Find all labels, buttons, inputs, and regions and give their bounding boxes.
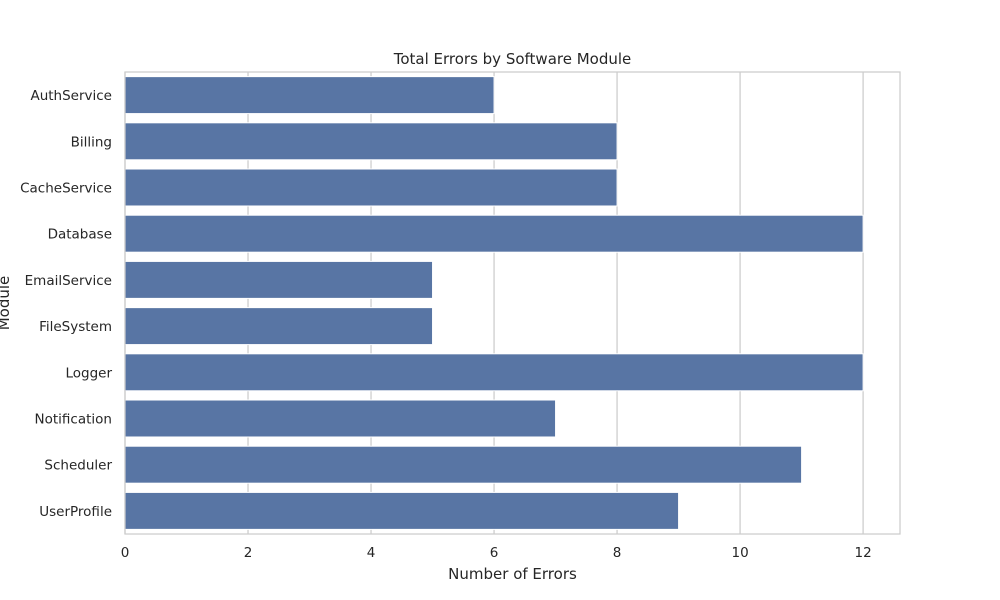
y-tick-label: Notification bbox=[35, 412, 112, 428]
x-tick-label: 6 bbox=[490, 545, 499, 561]
bar-billing bbox=[124, 122, 618, 161]
x-tick-label: 10 bbox=[731, 545, 748, 561]
bar-authservice bbox=[124, 76, 495, 115]
y-tick-label: Database bbox=[48, 227, 112, 243]
x-tick-label: 2 bbox=[244, 545, 253, 561]
y-tick-labels: AuthService Billing CacheService Database Em… bbox=[20, 88, 112, 520]
bar-logger bbox=[124, 353, 864, 392]
bar-userprofile bbox=[124, 491, 680, 530]
bar-emailservice bbox=[124, 260, 434, 299]
x-tick-label: 12 bbox=[855, 545, 872, 561]
bars bbox=[124, 76, 864, 530]
x-tick-label: 0 bbox=[121, 545, 130, 561]
bar-scheduler bbox=[124, 445, 803, 484]
y-tick-label: AuthService bbox=[30, 88, 112, 104]
y-tick-label: UserProfile bbox=[39, 504, 112, 520]
x-tick-label: 4 bbox=[367, 545, 376, 561]
y-tick-label: FileSystem bbox=[39, 319, 112, 335]
y-axis-label: Module bbox=[0, 276, 13, 331]
y-tick-label: EmailService bbox=[25, 273, 112, 289]
bar-database bbox=[124, 214, 864, 253]
y-tick-label: Scheduler bbox=[44, 458, 112, 474]
y-tick-label: Billing bbox=[71, 134, 112, 150]
bar-filesystem bbox=[124, 307, 434, 346]
x-axis-label: Number of Errors bbox=[448, 565, 577, 583]
x-tick-labels: 0 2 4 6 8 10 12 bbox=[121, 545, 872, 561]
bar-cacheservice bbox=[124, 168, 618, 207]
x-tick-label: 8 bbox=[613, 545, 622, 561]
plot-frame bbox=[124, 71, 901, 535]
y-tick-label: Logger bbox=[65, 365, 112, 381]
chart-title: Total Errors by Software Module bbox=[393, 50, 632, 68]
bar-notification bbox=[124, 399, 557, 438]
y-tick-label: CacheService bbox=[20, 181, 112, 197]
